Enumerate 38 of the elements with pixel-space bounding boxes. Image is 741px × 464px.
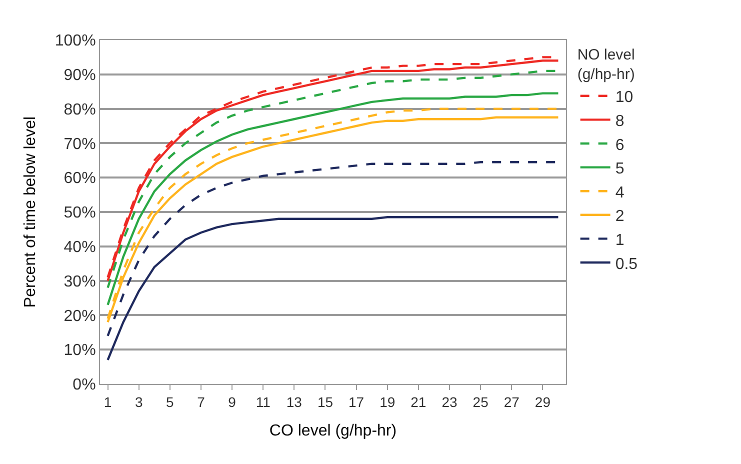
x-tick-label: 1 [104,394,112,410]
y-tick-label: 100% [54,32,96,50]
y-tick-label: 70% [64,136,96,153]
x-tick-label: 7 [197,394,206,410]
x-tick-label: 5 [166,394,174,410]
x-tick-label: 29 [534,394,551,410]
y-tick-label: 40% [64,239,96,256]
line-series [106,216,560,362]
x-tick-label: 17 [348,394,364,410]
x-tick-label: 11 [256,394,271,410]
legend-label: 8 [615,112,624,130]
legend-title: NO level (g/hp-hr) [577,46,635,83]
x-tick-label: 21 [410,394,426,410]
y-tick-label: 30% [64,273,96,290]
legend-label: 5 [615,160,624,178]
legend-label: 0.5 [615,256,638,273]
legend-label: 10 [615,89,634,106]
x-tick-label: 13 [286,394,302,410]
y-axis-title: Percent of time below level [22,116,39,308]
x-tick-label: 9 [228,394,236,410]
y-tick-label: 50% [64,204,96,222]
x-tick-label: 3 [134,394,143,410]
legend-label: 1 [615,232,624,249]
x-tick-label: 27 [504,394,520,410]
legend-label: 4 [615,184,624,202]
y-tick-label: 20% [64,308,96,325]
legend-label: 2 [615,208,624,226]
y-tick-label: 0% [72,376,96,394]
y-tick-label: 90% [64,67,96,84]
y-tick-label: 80% [64,101,96,118]
x-tick-label: 15 [317,394,334,410]
x-tick-label: 25 [472,394,489,410]
legend-label: 6 [615,136,624,154]
x-axis-title: CO level (g/hp-hr) [269,422,397,440]
x-tick-label: 19 [380,394,396,410]
x-tick-label: 23 [442,394,458,410]
y-tick-label: 10% [64,342,96,360]
y-tick-label: 60% [64,170,96,188]
